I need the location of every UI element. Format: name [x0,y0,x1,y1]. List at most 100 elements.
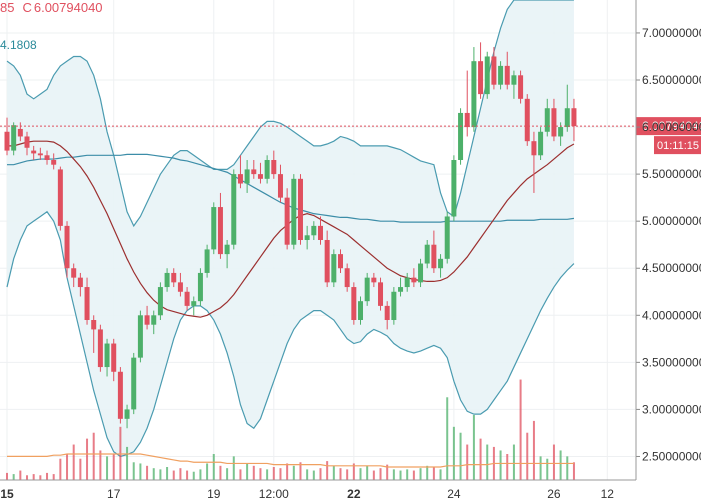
volume-bar [486,444,489,480]
volume-bar [319,468,322,480]
ma-long-line [7,153,575,223]
y-tick-label: 6.00000000 [642,120,701,134]
volume-bar [399,470,402,480]
band-fill [7,0,574,457]
candle-body [37,153,43,156]
ohlc-header: 85 C 6.00794040 [0,0,111,18]
volume-bar [212,454,215,480]
volume-bar [79,458,82,480]
volume-bar [312,470,315,480]
volume-bar [359,468,362,480]
candle-body [291,178,297,245]
candle-body [498,65,504,85]
volume-bar [439,469,442,480]
y-tick-label: 4.00000000 [642,308,701,322]
candle-body [51,160,57,165]
candle-body [391,291,397,320]
candle-body [124,409,130,419]
volume-bar [552,444,555,480]
x-tick-label: 15 [0,487,14,501]
candle-body [418,263,424,283]
candle-body [478,61,484,95]
candle-body [358,301,364,320]
candle-body [217,207,223,255]
candle-body [324,240,330,283]
candle-body [197,272,203,302]
candle-body [31,150,37,154]
candle-body [297,178,303,240]
volume-bar [279,468,282,480]
volume-bar [539,456,542,480]
volume-bar [59,458,62,480]
band-lower-line [6,210,575,458]
volume-bar [132,462,135,480]
candle-body [157,287,163,316]
volume-bar [39,475,42,480]
candle-body [191,301,197,306]
volume-bar [272,467,275,480]
volume-bar [386,464,389,480]
volume-bar [92,432,95,480]
candle-body [564,108,570,128]
volume-bar [306,469,309,480]
candle-body [111,343,117,372]
volume-bar [432,467,435,480]
volume-bar [32,474,35,480]
volume-bar [166,467,169,480]
candle-body [538,131,544,156]
volume-bar [172,470,175,480]
candle-body [364,277,370,302]
volume-bar [559,450,562,480]
volume-bar [292,465,295,480]
candle-body [57,169,63,226]
volume-bar [159,469,162,480]
x-tick-label: 22 [347,487,361,501]
candle-body [151,315,157,325]
x-tick-label: 24 [447,487,461,501]
candle-body [444,216,450,259]
candle-body [484,56,490,95]
indicator-value: 4.1808 [0,38,37,52]
candle-body [11,125,17,151]
candle-body [458,112,464,160]
countdown-label: 01:11:15 [657,140,699,152]
volume-bar [446,397,449,480]
volume-bar [546,458,549,480]
candle-body [224,244,230,255]
x-tick-label: 26 [547,487,561,501]
moving-averages [7,140,575,318]
volume-bar [226,468,229,480]
candle-body [184,291,190,306]
candle-body [164,272,170,288]
price-label: 6.00794040 [642,119,701,133]
volume-bar [246,463,249,480]
close-value: 6.00794040 [33,0,103,15]
candle-body [544,108,550,132]
candle-body [84,287,90,320]
volume-bar [219,465,222,480]
candle-body [257,174,263,179]
y-tick-label: 2.50000000 [642,449,701,463]
candle-body [331,254,337,283]
candle-body [398,287,404,292]
candle-body [311,225,317,236]
candle-body [237,174,243,184]
candle-body [504,65,510,85]
volume-bar [99,450,102,480]
volume-bar [379,468,382,480]
candle-body [518,75,524,99]
volume-bar [266,469,269,480]
volume-bar [299,462,302,480]
volume-bar [126,446,129,480]
y-tick-label: 4.50000000 [642,261,701,275]
candle-body [411,277,417,283]
volume-bar [406,469,409,480]
volume-bar [259,468,262,480]
candle-body [271,160,277,175]
volume-bar [346,469,349,480]
volume-bar [526,432,529,480]
x-tick-label: 19 [207,487,221,501]
volume-bar [519,379,522,480]
